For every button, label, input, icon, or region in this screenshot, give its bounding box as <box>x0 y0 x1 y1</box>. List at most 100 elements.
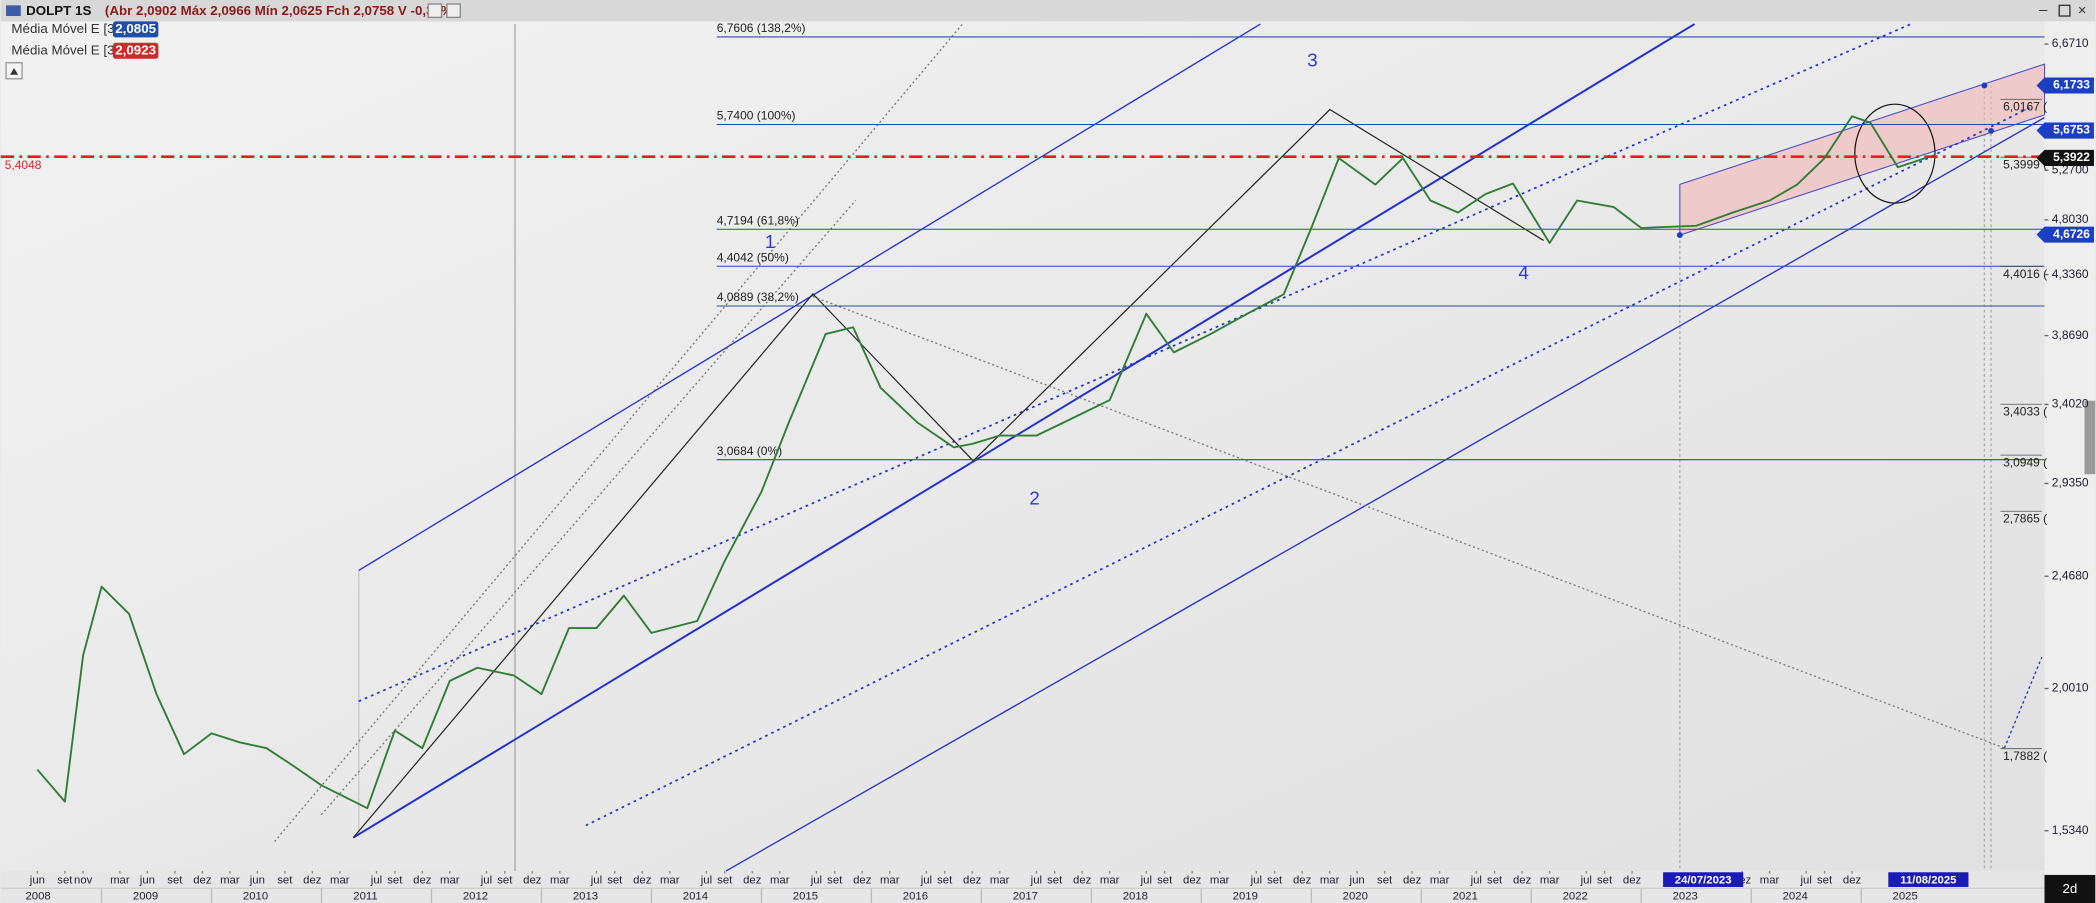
x-tick-label: set <box>607 874 623 886</box>
y-tick-label: 4,8030 <box>2052 212 2089 226</box>
x-tick-label: set <box>1487 874 1503 886</box>
x-tick-label: set <box>1597 874 1613 886</box>
y-tick-label: 2,4680 <box>2052 568 2089 582</box>
level-label: 4,4016 ( <box>2003 267 2047 281</box>
x-tick-label: dez <box>743 874 762 886</box>
x-tick-label: jul <box>1250 874 1262 886</box>
indicator-value: 2,0805 <box>115 21 156 36</box>
x-tick-label: mar <box>1760 874 1780 886</box>
price-badge <box>2036 77 2094 94</box>
year-label: 2019 <box>1233 890 1258 902</box>
x-tick-label: jul <box>590 874 602 886</box>
wave-label: 4 <box>1518 262 1528 283</box>
x-tick-label: jul <box>1030 874 1042 886</box>
x-tick-label: jun <box>29 874 45 886</box>
channel-line <box>725 116 2045 872</box>
level-label: 5,3999 ( <box>2003 157 2047 171</box>
x-tick-label: nov <box>74 874 93 886</box>
x-tick-label: dez <box>963 874 982 886</box>
scrollbar[interactable] <box>2084 400 2096 475</box>
x-tick-label: dez <box>303 874 322 886</box>
x-tick-label: mar <box>330 874 350 886</box>
flag-icon <box>6 5 21 17</box>
year-label: 2011 <box>353 890 377 902</box>
fib-label: 4,4042 (50%) <box>717 250 789 264</box>
year-label: 2021 <box>1453 890 1478 902</box>
x-tick-label: set <box>497 874 513 886</box>
fib-label: 4,7194 (61,8%) <box>717 213 799 227</box>
year-label: 2018 <box>1123 890 1148 902</box>
x-tick-label: dez <box>193 874 212 886</box>
y-tick-label: 1,5340 <box>2052 823 2089 837</box>
red-level-label: 5,4048 <box>5 158 42 172</box>
x-tick-label: mar <box>660 874 680 886</box>
level-label: 3,4033 ( <box>2003 404 2047 418</box>
x-tick-label: set <box>1267 874 1283 886</box>
x-tick-label: jul <box>1470 874 1482 886</box>
x-tick-label: set <box>937 874 953 886</box>
caret <box>10 68 19 75</box>
title-bar <box>0 0 2096 22</box>
level-label: 3,0949 ( <box>2003 455 2047 469</box>
y-tick-label: 3,8690 <box>2052 328 2089 342</box>
indicator-name: Média Móvel E [3, 3] <box>11 42 133 57</box>
x-tick-label: dez <box>1293 874 1312 886</box>
period-button[interactable] <box>2044 874 2096 903</box>
level-label: 2,7865 ( <box>2003 511 2047 525</box>
year-label: 2020 <box>1343 890 1368 902</box>
price-badge-label: 5,3922 <box>2053 150 2090 164</box>
year-label: 2017 <box>1013 890 1038 902</box>
indicator-badge <box>112 42 159 59</box>
fan-line <box>812 295 2005 749</box>
x-tick-label: dez <box>413 874 432 886</box>
x-tick-label: mar <box>1540 874 1560 886</box>
quote: (Abr 2,0902 Máx 2,0966 Mín 2,0625 Fch 2,… <box>105 3 461 18</box>
price-line <box>36 115 1926 810</box>
x-tick-label: mar <box>440 874 460 886</box>
year-label: 2014 <box>683 890 708 902</box>
x-tick-label: dez <box>1623 874 1642 886</box>
price-badge <box>2036 149 2094 166</box>
minimize[interactable]: – <box>2039 3 2048 19</box>
wave-label: 3 <box>1307 49 1317 70</box>
fan-line <box>320 199 857 816</box>
year-label: 2024 <box>1783 890 1808 902</box>
x-tick-label: jun <box>1349 874 1365 886</box>
fan-line <box>274 23 964 842</box>
x-tick-label: mar <box>1320 874 1340 886</box>
x-tick-label: jul <box>920 874 932 886</box>
cursor-date-label: 11/08/2025 <box>1900 874 1956 886</box>
x-tick-label: set <box>1377 874 1393 886</box>
x-tick-label: jul <box>1580 874 1592 886</box>
y-tick-label: 4,3360 <box>2052 267 2089 281</box>
anchor-point <box>1988 127 1995 134</box>
x-tick-label: jun <box>249 874 265 886</box>
fib-label: 6,7606 (138,2%) <box>717 21 806 35</box>
x-tick-label: set <box>277 874 293 886</box>
price-badge <box>2036 226 2094 243</box>
symbol: DOLPT 1S <box>26 3 91 18</box>
x-tick-label: dez <box>853 874 872 886</box>
year-label: 2013 <box>573 890 598 902</box>
y-tick-label: 2,9350 <box>2052 476 2089 490</box>
x-tick-label: mar <box>1210 874 1230 886</box>
indicator-name: Média Móvel E [3] <box>11 21 118 36</box>
year-label: 2025 <box>1893 890 1918 902</box>
button[interactable] <box>446 3 461 19</box>
year-label: 2022 <box>1563 890 1588 902</box>
x-tick-label: dez <box>1073 874 1092 886</box>
channel-line <box>585 106 2032 827</box>
price-badge-label: 6,1733 <box>2053 78 2090 92</box>
price-badge-label: 5,6753 <box>2053 123 2090 137</box>
x-tick-label: mar <box>550 874 570 886</box>
x-tick-label: set <box>1157 874 1173 886</box>
close[interactable]: × <box>2078 3 2087 19</box>
wave-label: 2 <box>1029 488 1039 509</box>
maximize[interactable] <box>2058 4 2071 17</box>
drawings <box>274 23 2046 872</box>
x-tick-label: jul <box>370 874 382 886</box>
button[interactable] <box>427 3 443 19</box>
year-label: 2009 <box>133 890 158 902</box>
